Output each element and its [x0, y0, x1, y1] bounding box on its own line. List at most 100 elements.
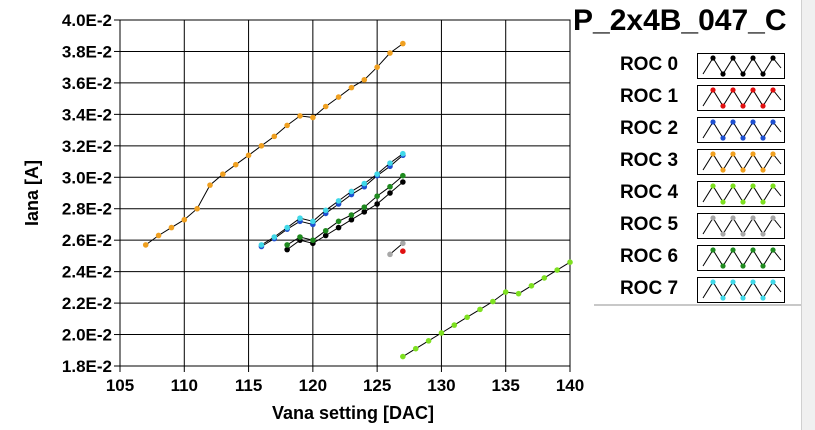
legend-label: ROC 4: [619, 182, 679, 203]
data-point: [541, 275, 548, 281]
x-tick-label: 120: [299, 376, 327, 395]
data-point: [374, 64, 380, 70]
legend-marker: [740, 199, 746, 205]
y-tick-label: 3.6E-2: [62, 74, 112, 93]
data-point: [400, 240, 406, 247]
data-point: [310, 218, 316, 225]
legend-item-roc4[interactable]: ROC 4: [594, 178, 794, 208]
legend-marker: [770, 215, 776, 221]
x-tick-label: 125: [363, 376, 391, 395]
legend-marker: [770, 151, 776, 157]
data-point: [220, 171, 226, 177]
data-point: [387, 190, 393, 196]
data-series: [142, 40, 573, 360]
legend-marker: [740, 71, 746, 77]
legend-marker: [720, 135, 726, 141]
data-point: [400, 179, 406, 185]
data-point: [554, 267, 560, 273]
legend-marker: [710, 279, 716, 285]
legend-swatch-roc5: [697, 213, 785, 239]
legend-swatch-roc4: [697, 181, 785, 207]
legend-marker: [770, 279, 776, 285]
legend-item-roc5[interactable]: ROC 5: [594, 210, 794, 240]
data-point: [284, 122, 290, 129]
data-point: [348, 216, 355, 223]
legend-marker: [750, 183, 756, 189]
legend-marker: [740, 263, 746, 269]
data-point: [528, 282, 535, 289]
data-point: [387, 50, 393, 56]
legend-label: ROC 6: [619, 246, 679, 267]
data-point: [515, 290, 522, 297]
data-point: [348, 212, 355, 218]
legend-marker: [720, 71, 726, 77]
legend-marker: [770, 247, 776, 253]
x-tick-label: 140: [556, 376, 584, 395]
data-point: [400, 40, 406, 47]
data-point: [387, 160, 393, 166]
series-roc6: [284, 172, 406, 248]
data-point: [310, 114, 316, 121]
data-point: [374, 171, 380, 177]
legend-marker: [750, 151, 756, 157]
data-point: [258, 242, 265, 248]
legend-marker: [730, 119, 736, 125]
legend-swatch-roc6: [697, 245, 785, 271]
data-point: [258, 143, 265, 149]
y-tick-label: 4.0E-2: [62, 11, 112, 30]
grid-lines: [119, 19, 571, 367]
legend-marker: [710, 119, 716, 125]
legend-marker: [770, 55, 776, 61]
data-point: [322, 227, 329, 234]
legend-item-roc6[interactable]: ROC 6: [594, 242, 794, 272]
legend-marker: [770, 183, 776, 189]
y-tick-label: 3.2E-2: [62, 137, 112, 156]
legend-marker: [730, 279, 736, 285]
legend-item-roc0[interactable]: ROC 0: [594, 50, 794, 80]
data-point: [400, 150, 406, 157]
data-point: [502, 289, 509, 295]
legend-marker: [740, 135, 746, 141]
data-point: [297, 215, 303, 221]
data-point: [387, 183, 393, 190]
legend-marker: [740, 231, 746, 237]
window-edge-scrollbar[interactable]: [801, 0, 815, 430]
data-point: [297, 234, 303, 240]
legend-marker: [760, 135, 766, 141]
x-axis-ticks: 105 110 115 120 125 130 135 140: [106, 366, 584, 395]
data-point: [335, 218, 342, 225]
legend-marker: [740, 295, 746, 301]
data-point: [567, 259, 573, 266]
legend-item-roc1[interactable]: ROC 1: [594, 82, 794, 112]
legend-marker: [720, 199, 726, 205]
data-point: [335, 224, 342, 231]
data-point: [181, 216, 188, 223]
legend-swatch-roc7: [697, 277, 785, 303]
series-roc5: [387, 240, 406, 258]
legend-marker: [740, 103, 746, 109]
data-point: [284, 242, 290, 248]
x-tick-label: 135: [492, 376, 520, 395]
y-tick-label: 2.0E-2: [62, 326, 112, 345]
legend-item-roc3[interactable]: ROC 3: [594, 146, 794, 176]
y-tick-label: 1.8E-2: [62, 357, 112, 376]
data-point: [451, 322, 458, 328]
data-point: [361, 76, 368, 83]
data-point: [322, 207, 329, 214]
legend-marker: [730, 183, 736, 189]
legend-marker: [760, 231, 766, 237]
legend-item-roc2[interactable]: ROC 2: [594, 114, 794, 144]
series-line: [286, 175, 404, 246]
legend-item-roc7[interactable]: ROC 7: [594, 274, 794, 304]
series-line: [286, 181, 404, 251]
legend-swatch-graphic: [702, 279, 782, 301]
legend-swatch-roc3: [697, 149, 785, 175]
legend-line: [702, 57, 782, 75]
series-roc7: [258, 150, 406, 248]
data-point: [335, 198, 342, 204]
legend-swatch-roc1: [697, 85, 785, 111]
legend-marker: [730, 55, 736, 61]
data-point: [374, 193, 380, 199]
data-point: [464, 314, 470, 321]
y-tick-label: 3.0E-2: [62, 168, 112, 187]
